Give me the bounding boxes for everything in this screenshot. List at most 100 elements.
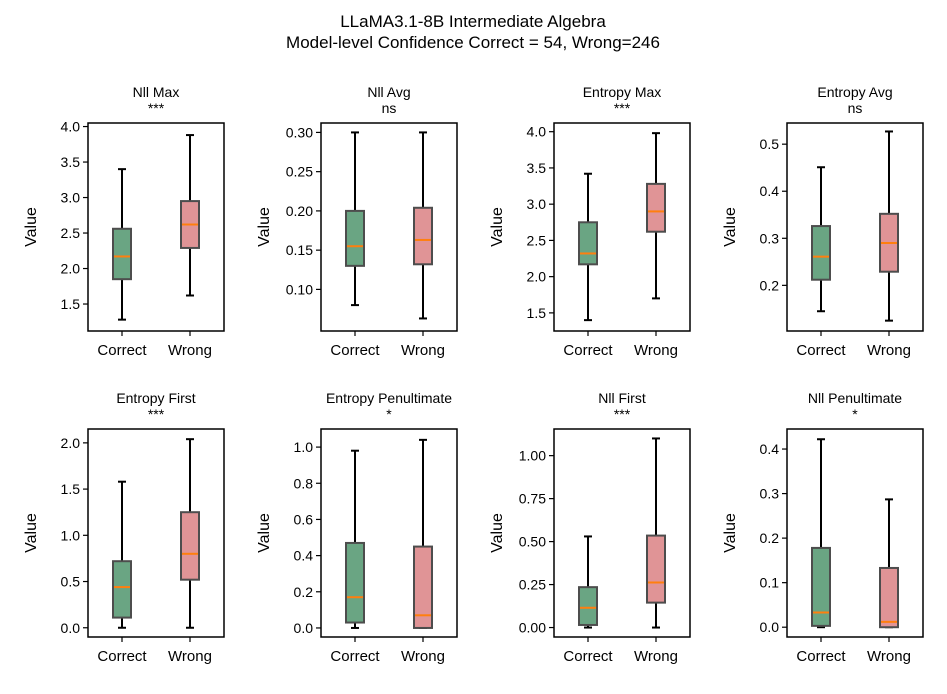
y-tick-label: 3.0 <box>61 190 81 206</box>
y-tick-label: 0.6 <box>294 511 314 527</box>
y-tick-label: 4.0 <box>527 124 547 140</box>
box-wrong <box>646 132 666 300</box>
plot-frame <box>553 428 691 638</box>
y-tick-label: 0.0 <box>760 619 780 635</box>
y-tick-label: 0.2 <box>760 530 780 546</box>
plot-frame <box>320 122 458 332</box>
box-correct <box>112 480 132 629</box>
y-tick-label: 2.5 <box>61 225 81 241</box>
y-tick-label: 0.75 <box>519 491 546 507</box>
panel-title: Entropy First <box>116 390 195 406</box>
iqr-box <box>578 221 598 266</box>
y-axis-label: Value <box>23 513 40 553</box>
box-correct <box>811 438 831 629</box>
x-tick-label: Correct <box>796 342 846 359</box>
panel-significance: * <box>852 406 858 422</box>
iqr-box <box>646 534 666 604</box>
y-axis-label: Value <box>489 513 506 553</box>
plot-frame <box>786 122 924 332</box>
y-axis-label: Value <box>722 513 739 553</box>
y-tick-label: 0.15 <box>286 242 313 258</box>
iqr-box <box>112 560 132 619</box>
y-tick-label: 1.00 <box>519 448 546 464</box>
y-tick-label: 0.30 <box>286 124 313 140</box>
panel-title: Nll Max <box>133 84 180 100</box>
panel-significance: *** <box>148 406 165 422</box>
panel-significance: ns <box>382 100 397 116</box>
y-tick-label: 1.5 <box>61 296 81 312</box>
y-tick-label: 0.00 <box>519 620 546 636</box>
box-correct <box>811 166 831 313</box>
iqr-box <box>879 566 899 629</box>
x-tick-label: Wrong <box>867 648 911 665</box>
x-tick-label: Correct <box>97 342 147 359</box>
iqr-box <box>811 225 831 281</box>
y-tick-label: 0.25 <box>519 577 546 593</box>
panel-significance: *** <box>614 100 631 116</box>
iqr-box <box>345 209 365 267</box>
box-wrong <box>879 130 899 322</box>
x-tick-label: Correct <box>563 342 613 359</box>
y-tick-label: 0.5 <box>760 136 780 152</box>
y-tick-label: 1.5 <box>527 305 547 321</box>
y-tick-label: 0.4 <box>294 548 314 564</box>
plot-frame <box>786 428 924 638</box>
x-tick-label: Correct <box>330 342 380 359</box>
box-correct <box>578 535 598 629</box>
y-tick-label: 0.10 <box>286 281 313 297</box>
y-tick-label: 0.1 <box>760 575 780 591</box>
box-wrong <box>180 438 200 629</box>
y-tick-label: 0.3 <box>760 230 780 246</box>
y-tick-label: 0.4 <box>760 183 780 199</box>
y-tick-label: 1.0 <box>61 527 81 543</box>
box-wrong <box>413 131 433 320</box>
iqr-box <box>811 546 831 627</box>
panel: Entropy Penultimate* Value 0.0 0.2 0.4 0.6 0.8… <box>256 390 458 665</box>
y-tick-label: 0.50 <box>519 534 546 550</box>
x-tick-label: Wrong <box>168 648 212 665</box>
x-tick-label: Wrong <box>401 342 445 359</box>
y-tick-label: 0.2 <box>760 277 780 293</box>
box-correct <box>345 131 365 307</box>
y-axis-label: Value <box>256 207 273 247</box>
y-tick-label: 0.20 <box>286 203 313 219</box>
box-correct <box>578 172 598 322</box>
panel-title: Entropy Max <box>583 84 662 100</box>
panel-significance: *** <box>148 100 165 116</box>
y-tick-label: 0.0 <box>61 620 81 636</box>
figure-title-line-1: LLaMA3.1-8B Intermediate Algebra <box>340 12 606 31</box>
box-correct <box>345 449 365 629</box>
plot-frame <box>87 428 225 638</box>
box-wrong <box>180 134 200 297</box>
panel-title: Nll Penultimate <box>808 390 902 406</box>
plot-frame <box>87 122 225 332</box>
panel-title: Nll Avg <box>367 84 410 100</box>
y-tick-label: 0.3 <box>760 486 780 502</box>
y-tick-label: 2.0 <box>61 261 81 277</box>
panel: Nll Penultimate* Value 0.0 0.1 0.2 0.3 0.4 Corr… <box>722 390 924 665</box>
y-tick-label: 4.0 <box>61 119 81 135</box>
panel: Nll Max*** Value 1.5 2.0 2.5 3.0 3.5 4.0 Correct… <box>23 84 225 359</box>
x-tick-label: Wrong <box>634 648 678 665</box>
y-tick-label: 0.0 <box>294 620 314 636</box>
panel-significance: ns <box>848 100 863 116</box>
panel-significance: *** <box>614 406 631 422</box>
box-wrong <box>646 437 666 629</box>
x-tick-label: Wrong <box>168 342 212 359</box>
y-tick-label: 3.0 <box>527 196 547 212</box>
panel-significance: * <box>386 406 392 422</box>
box-wrong <box>413 438 433 629</box>
y-axis-label: Value <box>256 513 273 553</box>
plot-frame <box>553 122 691 332</box>
y-tick-label: 0.25 <box>286 164 313 180</box>
iqr-box <box>646 182 666 233</box>
plot-frame <box>320 428 458 638</box>
iqr-box <box>345 541 365 624</box>
y-axis-label: Value <box>23 207 40 247</box>
y-tick-label: 0.5 <box>61 574 81 590</box>
panel-title: Nll First <box>598 390 646 406</box>
box-wrong <box>879 498 899 629</box>
y-axis-label: Value <box>489 207 506 247</box>
